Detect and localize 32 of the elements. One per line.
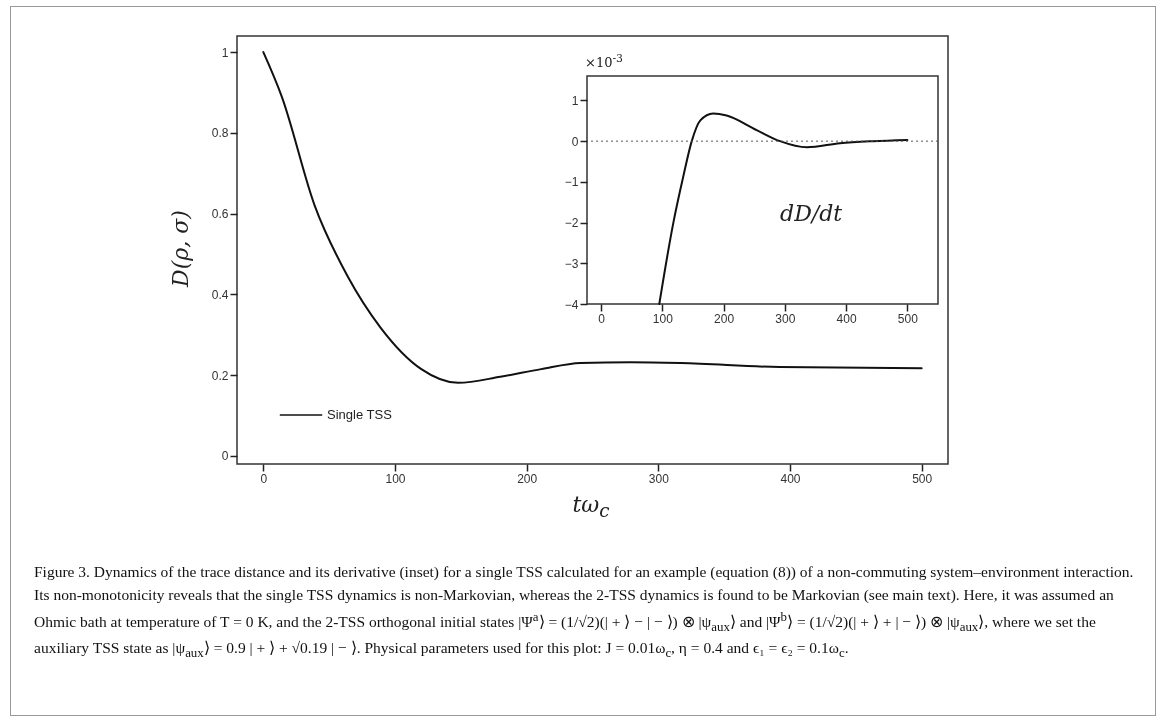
x-tick-label: 200 — [517, 471, 538, 486]
y-tick-label: 0 — [571, 134, 579, 149]
line-series — [658, 112, 909, 305]
x-tick-label: 400 — [780, 471, 801, 486]
x-tick-label: 300 — [648, 471, 670, 486]
x-tick-label: 500 — [912, 471, 933, 486]
y-tick-label: 0.2 — [211, 368, 229, 383]
y-tick-label: 0.4 — [211, 287, 229, 302]
annotation: dD/dt — [780, 201, 843, 227]
x-tick-label: 0 — [598, 311, 606, 326]
y-axis-title: D(ρ, σ) — [167, 210, 193, 287]
y-tick-label: −4 — [564, 297, 579, 312]
text: Figure 3. Dynamics of the trace distance and its derivative (inset) for a single TSS calculated for an example (equation (8)) of a non-commuting system–environment interaction. Its non-monotonicity reveals that the single TSS dynamics is non-Markovian, whereas the 2-TSS dynamics is found to be Markovian (see main text). Here, it was assumed an Ohmic bath at temperature of T = 0 K, and the 2-TSS orthogonal initial states |Ψ$^{a}$⟩ = (1/√2)(| + ⟩ − | − ⟩) ⊗ |ψ$_{aux}$⟩ and |Ψ$^{b}$⟩ = (1/√2)(| + ⟩ + | − ⟩) ⊗ |ψ$_{aux}$⟩, where we set the auxiliary TSS state as |ψ$_{aux}$⟩ = 0.9 | + ⟩ + √0.19 | − ⟩. Physical parameters used for this plot: J = 0.01ω$_{c}$, η = 0.4 and ϵ₁ = ϵ₂ = 0.1ω$_{c}$. — [34, 563, 1134, 661]
y-tick-label: 1 — [221, 45, 229, 60]
y-tick-label: 0.8 — [211, 126, 229, 141]
y-tick-label: 0.6 — [211, 207, 229, 222]
x-tick-label: 200 — [714, 311, 735, 326]
line-series — [262, 51, 923, 384]
annotation: ×10$^{-3}$ — [585, 52, 623, 71]
legend-label: Single TSS — [327, 407, 393, 422]
x-tick-label: 400 — [836, 311, 857, 326]
y-tick-label: −2 — [564, 216, 579, 231]
y-tick-label: 0 — [221, 449, 229, 464]
x-tick-label: 500 — [897, 311, 919, 326]
x-tick-label: 0 — [260, 471, 268, 486]
y-tick-label: −1 — [564, 175, 579, 190]
x-tick-label: 300 — [775, 311, 796, 326]
x-axis-title: tω$_{c}$ — [572, 492, 610, 522]
y-tick-label: 1 — [571, 93, 579, 108]
y-tick-label: −3 — [564, 256, 579, 271]
x-tick-label: 100 — [652, 311, 674, 326]
x-tick-label: 100 — [385, 471, 406, 486]
